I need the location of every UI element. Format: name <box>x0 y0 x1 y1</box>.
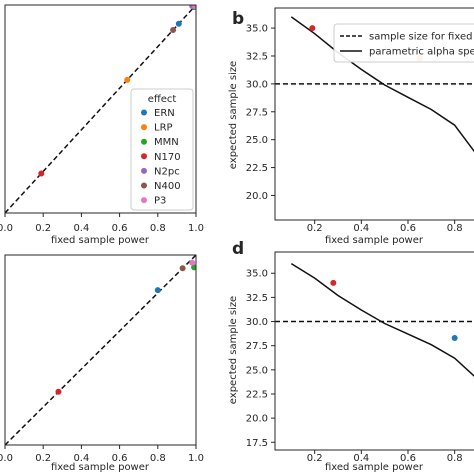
panel-c-frame <box>4 254 197 446</box>
panel-a-plot <box>5 5 196 213</box>
y-tick-label: 32.5 <box>246 293 268 304</box>
y-tick-label: 17.5 <box>246 438 268 449</box>
legend-marker-lrp <box>141 124 147 131</box>
y-tick-label: 27.5 <box>246 107 268 118</box>
x-tick-label: 0.6 <box>112 223 128 234</box>
y-tick-label: 20.0 <box>246 191 268 202</box>
legend-marker-ern <box>141 109 147 116</box>
x-tick-label: 0.4 <box>353 223 369 234</box>
diagonal-reference-line <box>5 5 196 213</box>
y-tick-label: 20.0 <box>246 414 268 425</box>
panel-c-xticks: 0.0 0.2 0.4 0.6 0.8 1.0 <box>0 445 204 464</box>
panel-a-frame <box>4 4 197 214</box>
x-tick-label: 0.4 <box>353 453 369 464</box>
x-tick-label: 0.8 <box>150 223 166 234</box>
panel-d-xlabel: fixed sample power <box>325 462 424 473</box>
point-n170 <box>55 388 62 395</box>
panel-a: 0.0 0.2 0.4 0.6 0.8 1.0 fixed sample power ef… <box>0 4 204 246</box>
point-mmn <box>191 264 196 271</box>
legend-marker-n2pc <box>141 167 147 174</box>
y-tick-label: 32.5 <box>246 51 268 62</box>
point-n400 <box>179 265 186 272</box>
panel-d-ticks: 0.2 0.4 0.6 0.8 17.5 20.0 22.5 25.0 27.5 30.0 32.5… <box>246 269 463 464</box>
legend-marker-mmn <box>141 138 147 145</box>
diagonal-reference-line <box>5 255 196 445</box>
alpha-spending-curve <box>290 262 474 377</box>
panel-d-plot <box>275 262 474 377</box>
panel-b-ylabel: expected sample size <box>228 61 239 169</box>
y-tick-label: 27.5 <box>246 341 268 352</box>
legend-label-n400: N400 <box>154 181 181 192</box>
x-tick-label: 0.8 <box>150 453 166 464</box>
y-tick-label: 25.0 <box>246 365 268 376</box>
panel-d-frame <box>274 251 474 451</box>
legend-label-lrp: LRP <box>154 123 173 134</box>
panel-c: 0.0 0.2 0.4 0.6 0.8 1.0 fixed sample power <box>0 254 204 473</box>
x-tick-label: 0.2 <box>307 223 323 234</box>
panel-c-xlabel: fixed sample power <box>51 462 150 473</box>
panel-a-xticks: 0.0 0.2 0.4 0.6 0.8 1.0 <box>0 213 204 234</box>
x-tick-label: 0.8 <box>447 453 463 464</box>
y-tick-label: 35.0 <box>246 269 268 280</box>
x-tick-label: 1.0 <box>188 453 204 464</box>
point-n170 <box>309 25 316 32</box>
y-tick-label: 25.0 <box>246 135 268 146</box>
y-tick-label: 30.0 <box>246 79 268 90</box>
legend-label-n2pc: N2pc <box>154 166 180 177</box>
y-tick-label: 22.5 <box>246 163 268 174</box>
point-n400 <box>170 26 177 33</box>
x-tick-label: 0.4 <box>73 453 89 464</box>
legend-label-mmn: MMN <box>154 137 179 148</box>
x-tick-label: 0.2 <box>307 453 323 464</box>
panel-d-ylabel: expected sample size <box>228 296 239 404</box>
x-tick-label: 0.2 <box>35 453 51 464</box>
legend-label-ern: ERN <box>154 108 175 119</box>
panel-b-frame <box>274 7 474 221</box>
x-tick-label: 0.2 <box>35 223 51 234</box>
y-tick-label: 35.0 <box>246 24 268 35</box>
legend-label-n170: N170 <box>154 152 181 163</box>
point-ern <box>451 334 458 341</box>
legend-title: effect <box>148 94 177 105</box>
point-ern <box>175 20 182 27</box>
point-n170 <box>38 170 45 177</box>
x-tick-label: 0.0 <box>0 223 13 234</box>
legend-label-solid: parametric alpha sper <box>369 47 474 58</box>
point-ern <box>154 287 161 294</box>
legend-box <box>130 88 194 211</box>
legend-box <box>333 23 474 63</box>
panel-b-legend: sample size for fixed c parametric alpha … <box>333 23 474 63</box>
panel-a-legend: effect ERN LRP MMN N170 N2pc N400 P3 <box>130 88 194 211</box>
point-p3 <box>192 5 196 10</box>
legend-marker-p3 <box>141 197 147 204</box>
legend-marker-n400 <box>141 182 147 189</box>
x-tick-label: 0.6 <box>400 453 416 464</box>
legend-label-p3: P3 <box>154 196 166 207</box>
panel-b-label: b <box>232 9 244 29</box>
point-p3 <box>189 259 196 266</box>
x-tick-label: 0.6 <box>112 453 128 464</box>
alpha-spending-curve <box>290 16 474 153</box>
point-lrp <box>124 76 131 83</box>
panel-b-xlabel: fixed sample power <box>325 235 424 246</box>
panel-a-xlabel: fixed sample power <box>51 235 150 246</box>
x-tick-label: 0.4 <box>73 223 89 234</box>
y-tick-label: 22.5 <box>246 389 268 400</box>
panel-c-plot <box>5 255 196 445</box>
panel-b-ticks: 0.2 0.4 0.6 0.8 20.0 22.5 25.0 27.5 30.0 32.5 35.0 <box>246 24 463 234</box>
x-tick-label: 1.0 <box>188 223 204 234</box>
x-tick-label: 0.8 <box>447 223 463 234</box>
panel-d: d 0.2 0.4 0.6 0.8 17.5 20.0 22.5 25.0 27.5 30.0 32… <box>228 239 474 473</box>
x-tick-label: 0.0 <box>0 453 13 464</box>
y-tick-label: 30.0 <box>246 317 268 328</box>
x-tick-label: 0.6 <box>400 223 416 234</box>
point-n170 <box>330 279 337 286</box>
legend-marker-n170 <box>141 153 147 160</box>
panel-d-label: d <box>232 239 244 259</box>
legend-label-dashed: sample size for fixed c <box>369 32 474 43</box>
panel-b: b 0.2 0.4 0.6 0.8 20.0 22.5 25.0 27.5 30.0 32.5 35… <box>228 7 474 246</box>
